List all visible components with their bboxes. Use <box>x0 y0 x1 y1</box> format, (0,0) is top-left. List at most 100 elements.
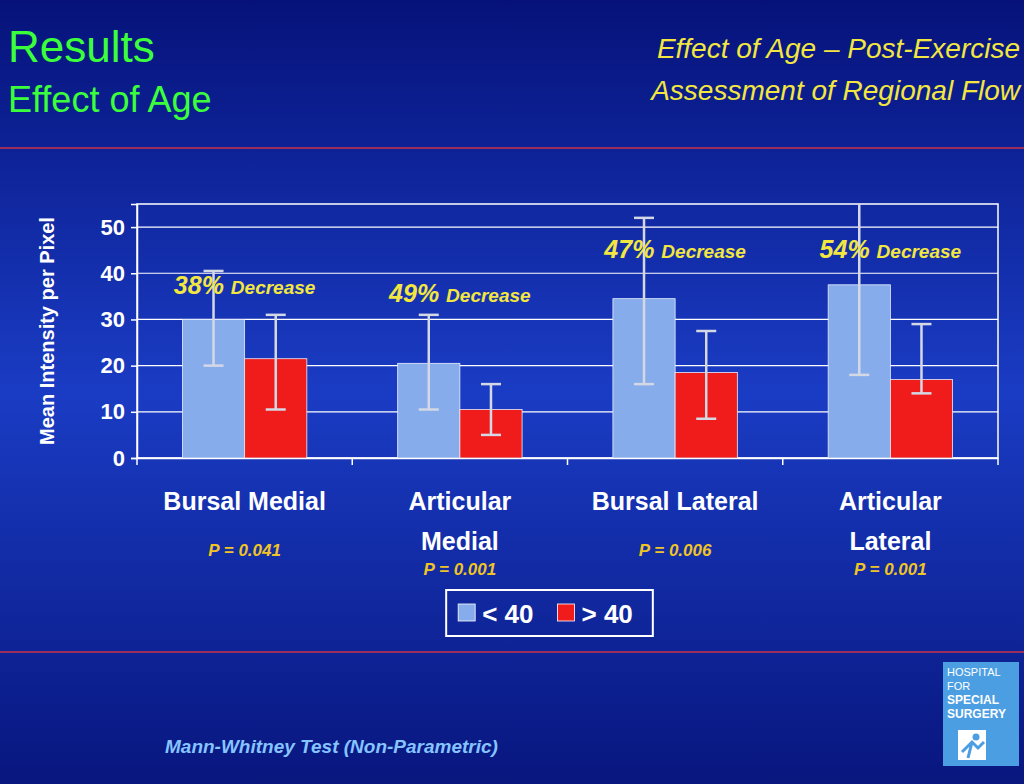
x-tick-label: Articular Medial <box>408 487 511 555</box>
annotation: 49% Decrease <box>388 279 531 307</box>
annotation-part: 38% <box>174 271 231 299</box>
x-tick-label-line: Articular <box>839 487 942 515</box>
error-bar-stem <box>858 204 861 375</box>
x-tick: Articular Medial <box>408 458 511 555</box>
y-tick-mark <box>131 273 137 275</box>
error-bar-cap <box>634 383 654 386</box>
p-value: P = 0.006 <box>639 541 712 560</box>
y-tick: 30 <box>101 307 137 332</box>
y-axis: 0 10 20 30 40 50 <box>101 205 138 471</box>
x-tick: Articular Lateral <box>839 458 942 555</box>
annotation-part: 47% <box>603 235 661 263</box>
error-bar-stem <box>428 315 431 410</box>
grid <box>137 227 998 458</box>
y-tick: 10 <box>101 399 137 424</box>
y-tick-label: 10 <box>101 399 125 424</box>
error-bar-cap <box>696 330 716 333</box>
x-tick-label-line: Lateral <box>849 527 931 555</box>
y-axis-title: Mean Intensity per Pixel <box>36 217 58 445</box>
logo-text: SURGERY <box>947 707 1006 721</box>
annotation: 47% Decrease <box>603 235 746 263</box>
x-boundary-tick <box>997 458 999 465</box>
x-boundary-ticks <box>137 458 998 465</box>
error-bar <box>419 315 439 410</box>
annotation-part: 54% <box>820 235 877 263</box>
error-bar-cap <box>266 314 286 317</box>
y-axis-line <box>131 205 138 459</box>
error-bar-cap <box>911 392 931 395</box>
annotation-part: 49% <box>388 279 446 307</box>
p-value: P = 0.001 <box>424 560 497 579</box>
error-bar <box>911 324 931 393</box>
error-bar-cap <box>634 217 654 220</box>
legend-swatch <box>558 604 575 621</box>
x-tick-label: Articular Lateral <box>839 487 942 555</box>
y-tick-label: 0 <box>113 446 125 471</box>
logo-text: SPECIAL <box>947 693 999 707</box>
y-tick-mark <box>131 227 137 229</box>
annotation-part: Decrease <box>877 241 962 262</box>
p-value: P = 0.001 <box>854 560 927 579</box>
logo-icon-figure <box>962 742 984 758</box>
annotation-part: Decrease <box>661 241 746 262</box>
legend: < 40 > 40 <box>446 590 653 636</box>
y-tick-mark <box>131 412 137 414</box>
logo-box <box>943 662 1019 766</box>
y-tick: 40 <box>101 261 137 286</box>
x-boundary-tick <box>352 458 354 465</box>
plot-frame <box>137 204 998 458</box>
y-tick-label: 40 <box>101 261 125 286</box>
error-bar-cap <box>204 364 224 367</box>
separator <box>0 147 1024 149</box>
legend-box <box>446 590 653 636</box>
y-tick-mark <box>131 319 137 321</box>
x-boundary-tick <box>567 458 569 465</box>
error-bar-cap <box>481 434 501 437</box>
legend-swatch <box>458 604 475 621</box>
x-tick-label-line: Articular <box>408 487 511 515</box>
header-text: Effect of Age – Post-Exercise <box>657 33 1020 64</box>
header-text: Assessment of Regional Flow <box>649 75 1022 106</box>
y-tick-mark <box>131 458 137 460</box>
legend-label: > 40 <box>582 599 633 629</box>
annotation-part: Decrease <box>446 285 531 306</box>
x-boundary-tick <box>782 458 784 465</box>
error-bar-stem <box>920 324 923 393</box>
error-bar <box>481 384 501 435</box>
x-tick-label-line: Medial <box>421 527 499 555</box>
error-bar-cap <box>696 417 716 420</box>
error-bar-stem <box>490 384 493 435</box>
x-tick: Bursal Medial <box>163 458 326 515</box>
y-tick-label: 20 <box>101 353 125 378</box>
x-tick-label-line: Bursal Lateral <box>592 487 759 515</box>
annotation: 54% Decrease <box>820 235 962 263</box>
logo-icon <box>958 730 986 760</box>
x-boundary-tick <box>136 458 138 465</box>
title: Results <box>8 22 155 71</box>
error-bar-stem <box>705 331 708 419</box>
y-tick: 0 <box>113 446 137 471</box>
error-bar <box>696 331 716 419</box>
error-bar-stem <box>274 315 277 410</box>
plot-marks <box>182 204 952 458</box>
error-bar-cap <box>481 383 501 386</box>
error-bar <box>849 204 869 375</box>
grid-line <box>137 226 998 227</box>
legend-label: < 40 <box>482 599 533 629</box>
x-tick: Bursal Lateral <box>592 458 759 515</box>
y-tick-label: 30 <box>101 307 125 332</box>
y-tick-label: 50 <box>101 215 125 240</box>
series <box>245 315 953 458</box>
x-tick-label: Bursal Lateral <box>592 487 759 515</box>
logo-text: HOSPITAL <box>947 666 1001 678</box>
grid-line <box>137 273 998 274</box>
p-value: P = 0.041 <box>208 541 281 560</box>
logo-text: FOR <box>947 680 970 692</box>
x-tick-label-line: Bursal Medial <box>163 487 326 515</box>
annotation-part: Decrease <box>231 277 316 298</box>
error-bar-cap <box>849 374 869 377</box>
error-bar-cap <box>266 408 286 411</box>
logo: HOSPITAL FORSPECIALSURGERY <box>943 662 1019 766</box>
y-tick: 20 <box>101 353 137 378</box>
footnote: Mann-Whitney Test (Non-Parametric) <box>165 736 498 757</box>
